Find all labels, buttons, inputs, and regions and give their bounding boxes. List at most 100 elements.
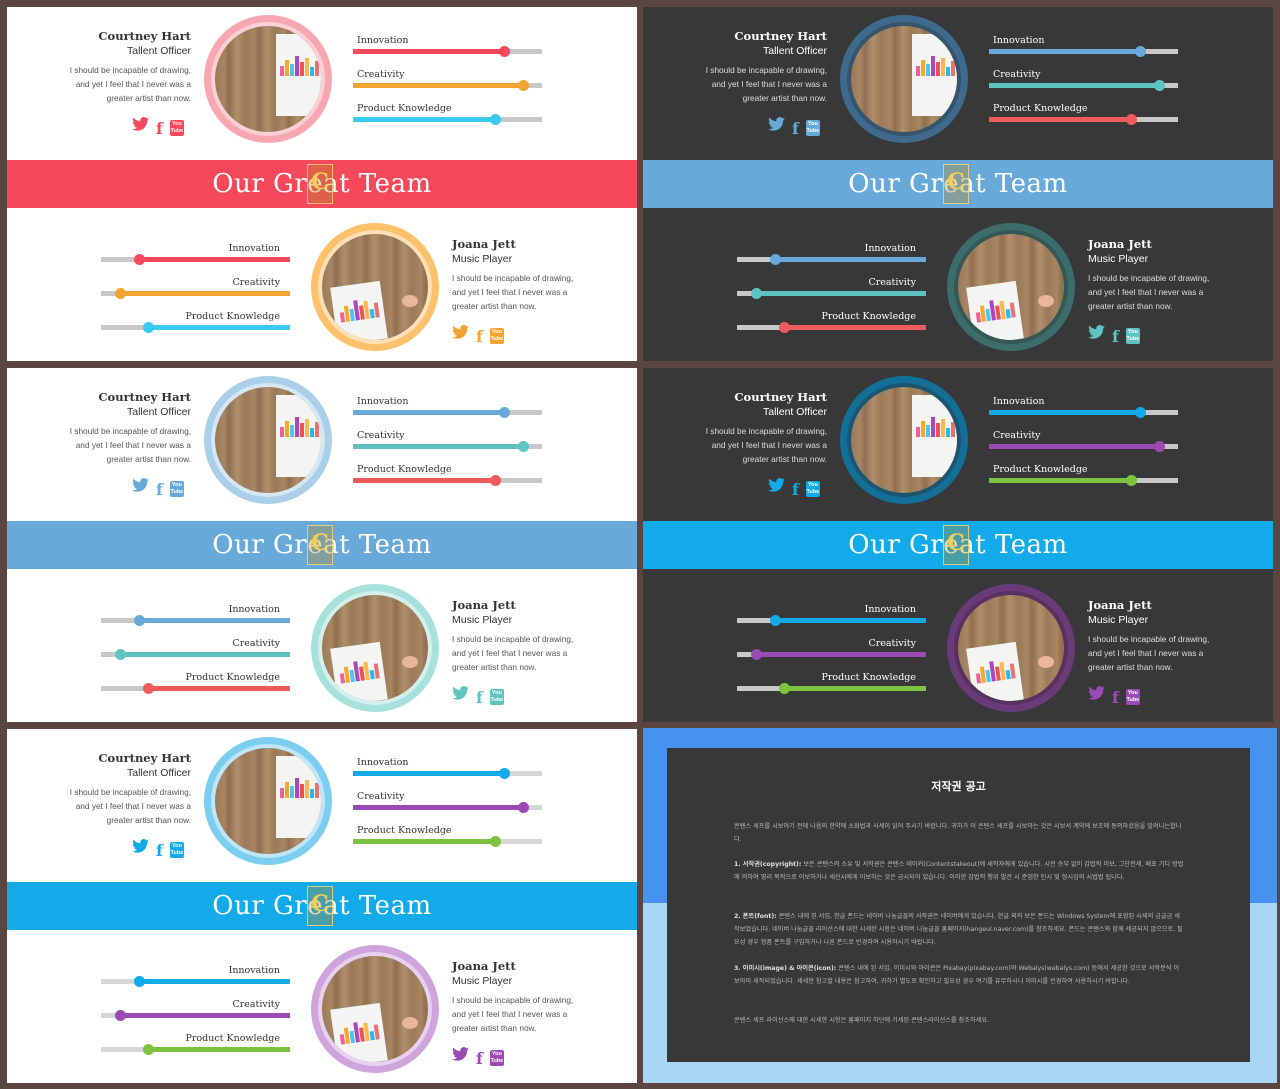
top-skill-knob[interactable]: [518, 802, 530, 813]
twitter-icon[interactable]: [768, 478, 785, 497]
facebook-icon[interactable]: f: [156, 480, 163, 499]
top-skill-label: Creativity: [993, 430, 1041, 441]
member-description: I should be incapable of drawing, and ye…: [1088, 273, 1210, 311]
facebook-icon[interactable]: f: [476, 1049, 483, 1068]
twitter-icon[interactable]: [132, 478, 149, 497]
youtube-icon-text-top: You: [491, 329, 502, 335]
top-skill-knob[interactable]: [1154, 80, 1166, 91]
bottom-skill-fill: [138, 979, 290, 984]
twitter-icon[interactable]: [452, 686, 469, 705]
bottom-skill-knob[interactable]: [133, 976, 145, 987]
photo-hand: [401, 294, 418, 307]
member-photo: [215, 387, 321, 493]
top-skill-knob[interactable]: [499, 407, 511, 418]
facebook-icon[interactable]: f: [792, 480, 799, 499]
photo-chart-paper: [275, 395, 321, 478]
youtube-icon[interactable]: You Tube: [1125, 689, 1140, 705]
copyright-notice-slide: 저작권 공고 콘텐스 세프를 시보아기 전에 나음의 한약에 소화법과 사세이 …: [643, 728, 1277, 1083]
bottom-skill-knob[interactable]: [779, 322, 791, 333]
top-skill-knob[interactable]: [518, 441, 530, 452]
twitter-icon[interactable]: [1088, 686, 1105, 705]
facebook-icon[interactable]: f: [792, 119, 799, 138]
bottom-skill-track: [737, 649, 926, 660]
top-skill-knob[interactable]: [1135, 407, 1147, 418]
bottom-skill-fill: [784, 325, 926, 330]
twitter-icon[interactable]: [768, 117, 785, 136]
twitter-icon[interactable]: [452, 1047, 469, 1066]
facebook-icon[interactable]: f: [156, 119, 163, 138]
youtube-icon[interactable]: You Tube: [169, 842, 184, 858]
photo-chart-bar: [940, 419, 945, 437]
bottom-skill-knob[interactable]: [143, 322, 155, 333]
member-photo: [851, 26, 957, 132]
youtube-icon[interactable]: You Tube: [169, 481, 184, 497]
bottom-skill-fill: [148, 325, 290, 330]
member-name: Joana Jett: [1088, 237, 1152, 251]
facebook-icon[interactable]: f: [1112, 688, 1119, 707]
top-skill-label: Product Knowledge: [357, 464, 452, 475]
top-skill-knob[interactable]: [1125, 475, 1137, 486]
photo-chart-bar: [950, 422, 955, 437]
photo-chart-bar: [314, 783, 319, 798]
youtube-icon[interactable]: You Tube: [805, 481, 820, 497]
top-skill-track: [353, 441, 542, 452]
watermark-logo: C: [943, 164, 969, 204]
facebook-icon[interactable]: f: [156, 841, 163, 860]
youtube-icon[interactable]: You Tube: [1125, 328, 1140, 344]
top-skill-knob[interactable]: [518, 80, 530, 91]
top-skill-fill: [353, 117, 495, 122]
bottom-skill-knob[interactable]: [750, 288, 762, 299]
bottom-skill-label: Creativity: [232, 638, 280, 649]
member-role: Music Player: [1088, 614, 1149, 626]
member-role: Tallent Officer: [127, 406, 191, 418]
top-skill-knob[interactable]: [499, 768, 511, 779]
notice-paragraph-copyright: 1. 서작권(copyright): 보든 콘텐스의 소유 및 서작권은 콘텐스…: [734, 858, 1184, 884]
youtube-icon[interactable]: You Tube: [805, 120, 820, 136]
photo-chart-bar: [314, 61, 319, 76]
notice-font-label: 2. 폰트(font):: [734, 913, 777, 920]
bottom-skill-knob[interactable]: [143, 1044, 155, 1055]
top-skill-knob[interactable]: [1154, 441, 1166, 452]
bottom-skill-knob[interactable]: [133, 254, 145, 265]
top-skill-knob[interactable]: [499, 46, 511, 57]
bottom-skill-knob[interactable]: [114, 649, 126, 660]
youtube-icon-text-top: You: [1127, 329, 1138, 335]
top-skill-knob[interactable]: [489, 836, 501, 847]
top-skill-knob[interactable]: [1135, 46, 1147, 57]
member-role: Music Player: [452, 253, 513, 265]
twitter-icon[interactable]: [132, 117, 149, 136]
youtube-icon[interactable]: You Tube: [489, 689, 504, 705]
bottom-skill-knob[interactable]: [143, 683, 155, 694]
photo-chart-bars: [337, 652, 383, 684]
twitter-icon[interactable]: [132, 839, 149, 858]
bottom-skill-knob[interactable]: [114, 288, 126, 299]
bottom-skill-track: [101, 683, 290, 694]
top-skill-label: Creativity: [993, 69, 1041, 80]
twitter-icon[interactable]: [452, 325, 469, 344]
youtube-icon[interactable]: You Tube: [489, 328, 504, 344]
photo-chart-paper: [275, 756, 321, 839]
bottom-skill-knob[interactable]: [769, 254, 781, 265]
bottom-skill-knob[interactable]: [769, 615, 781, 626]
youtube-icon[interactable]: You Tube: [169, 120, 184, 136]
top-skill-knob[interactable]: [489, 475, 501, 486]
bottom-skill-label: Innovation: [864, 243, 916, 254]
bottom-skill-knob[interactable]: [779, 683, 791, 694]
top-skill-label: Creativity: [357, 430, 405, 441]
twitter-icon[interactable]: [1088, 325, 1105, 344]
facebook-icon[interactable]: f: [1112, 327, 1119, 346]
photo-hand: [1037, 294, 1054, 307]
title-band: Our Great Team C: [7, 160, 637, 208]
member-photo: [322, 234, 428, 340]
youtube-icon[interactable]: You Tube: [489, 1050, 504, 1066]
top-skill-knob[interactable]: [1125, 114, 1137, 125]
facebook-icon[interactable]: f: [476, 327, 483, 346]
facebook-icon[interactable]: f: [476, 688, 483, 707]
top-skill-label: Product Knowledge: [993, 103, 1088, 114]
top-skill-knob[interactable]: [489, 114, 501, 125]
bottom-skill-knob[interactable]: [750, 649, 762, 660]
bottom-skill-knob[interactable]: [114, 1010, 126, 1021]
bottom-skill-fill: [119, 1013, 290, 1018]
bottom-skill-knob[interactable]: [133, 615, 145, 626]
top-skill-track: [353, 46, 542, 57]
